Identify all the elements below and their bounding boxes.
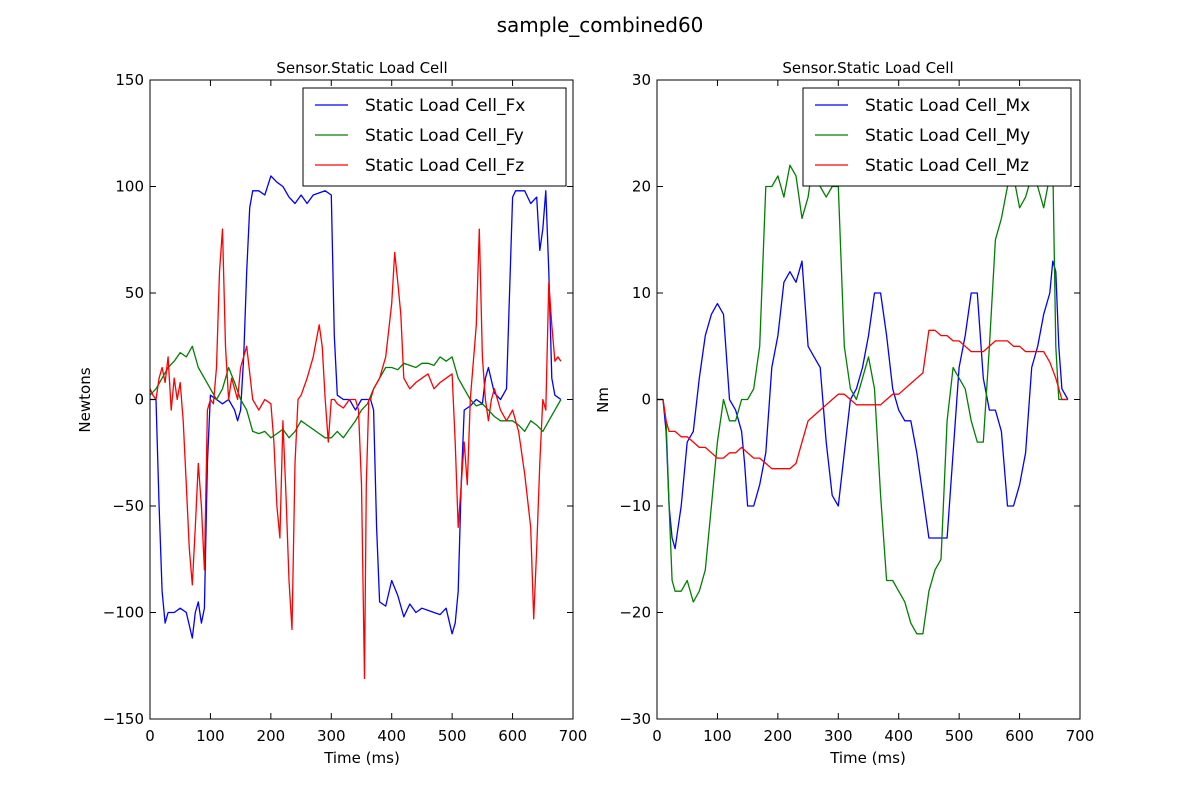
right-xtick-label: 300 <box>824 727 853 745</box>
left-ytick-label: 0 <box>134 391 144 409</box>
left-series-group <box>150 175 562 680</box>
right-legend-label-0: Static Load Cell_Mx <box>865 96 1030 116</box>
right-legend-label-1: Static Load Cell_My <box>865 126 1030 146</box>
left-legend-label-2: Static Load Cell_Fz <box>365 156 524 176</box>
right-ytick-label: 0 <box>641 391 651 409</box>
left-legend-box <box>302 87 567 187</box>
right-xtick-label: 0 <box>652 727 662 745</box>
right-chart-xlabel: Time (ms) <box>829 749 906 767</box>
right-legend-box <box>802 87 1072 187</box>
right-legend-label-2: Static Load Cell_Mz <box>865 156 1029 176</box>
right-series-group <box>657 153 1069 635</box>
left-legend-label-1: Static Load Cell_Fy <box>365 126 524 146</box>
left-chart-xlabel: Time (ms) <box>323 749 400 767</box>
left-xtick-label: 400 <box>377 727 406 745</box>
right-chart: Sensor.Static Load Cell Time (ms) Nm 0 10… <box>594 59 1094 767</box>
left-ytick-label: 100 <box>115 178 144 196</box>
right-xtick-label: 200 <box>764 727 793 745</box>
right-series-line-1 <box>657 153 1068 635</box>
left-xtick-label: 0 <box>145 727 155 745</box>
right-chart-ylabel: Nm <box>594 387 612 413</box>
left-series-line-1 <box>150 345 562 439</box>
right-ytick-label: 20 <box>632 178 651 196</box>
left-legend-label-0: Static Load Cell_Fx <box>365 96 525 116</box>
left-xtick-label: 300 <box>317 727 346 745</box>
left-chart: Sensor.Static Load Cell Time (ms) Newton… <box>76 59 587 767</box>
right-series-line-2 <box>657 329 1068 470</box>
right-xtick-label: 600 <box>1005 727 1034 745</box>
left-legend: Static Load Cell_Fx Static Load Cell_Fy St… <box>302 87 567 187</box>
left-xtick-label: 200 <box>257 727 286 745</box>
figure-title: sample_combined60 <box>497 13 704 37</box>
left-ytick-label: −150 <box>103 710 144 728</box>
left-series-line-0 <box>150 175 562 639</box>
right-ytick-label: −20 <box>619 604 651 622</box>
right-xtick-label: 400 <box>884 727 913 745</box>
left-chart-ylabel: Newtons <box>76 367 94 432</box>
right-xtick-label: 700 <box>1066 727 1095 745</box>
right-legend: Static Load Cell_Mx Static Load Cell_My St… <box>802 87 1072 187</box>
right-xtick-label: 500 <box>945 727 974 745</box>
left-xtick-label: 500 <box>438 727 467 745</box>
right-ytick-label: −30 <box>619 710 651 728</box>
right-ytick-label: −10 <box>619 497 651 515</box>
right-ytick-label: 30 <box>632 71 651 89</box>
left-xtick-label: 100 <box>196 727 225 745</box>
right-chart-title: Sensor.Static Load Cell <box>782 59 953 77</box>
left-xtick-label: 700 <box>559 727 588 745</box>
left-ytick-label: −100 <box>103 604 144 622</box>
left-series-line-2 <box>150 228 562 680</box>
right-ytick-label: 10 <box>632 284 651 302</box>
left-xtick-label: 600 <box>498 727 527 745</box>
left-ytick-label: 50 <box>125 284 144 302</box>
left-chart-title: Sensor.Static Load Cell <box>276 59 447 77</box>
left-ytick-label: −50 <box>112 497 144 515</box>
right-xtick-label: 100 <box>703 727 732 745</box>
left-ytick-label: 150 <box>115 71 144 89</box>
